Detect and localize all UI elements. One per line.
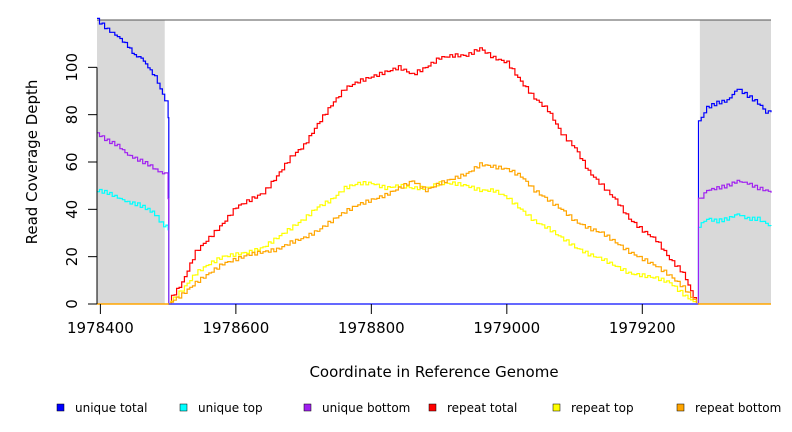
y-axis-label: Read Coverage Depth (23, 80, 41, 245)
series-line-repeat-bottom (168, 162, 698, 305)
x-tick-label: 1979000 (473, 319, 540, 337)
y-tick-label: 0 (63, 299, 81, 309)
legend-item-unique-top: unique top (179, 401, 263, 415)
shaded-region-1 (97, 20, 165, 304)
shaded-regions (97, 20, 771, 304)
legend-swatch (428, 403, 437, 412)
y-tick-label: 60 (63, 152, 81, 171)
legend-label: unique total (75, 401, 147, 415)
legend-label: repeat bottom (695, 401, 781, 415)
legend-item-unique-total: unique total (56, 401, 147, 415)
legend-label: repeat top (571, 401, 634, 415)
y-tick-label: 20 (63, 247, 81, 266)
x-tick-label: 1978600 (202, 319, 269, 337)
x-tick-label: 1978800 (338, 319, 405, 337)
legend-item-unique-bottom: unique bottom (303, 401, 410, 415)
legend-item-repeat-total: repeat total (428, 401, 517, 415)
shaded-region-2 (699, 20, 771, 304)
legend-swatch (179, 403, 188, 412)
legend-label: unique bottom (322, 401, 410, 415)
legend-item-repeat-top: repeat top (552, 401, 634, 415)
y-tick-label: 80 (63, 105, 81, 124)
legend-label: repeat total (447, 401, 517, 415)
x-tick-label: 1979200 (609, 319, 676, 337)
legend: unique total unique top unique bottom repea… (56, 401, 781, 415)
legend-swatch (303, 403, 312, 412)
legend-item-repeat-bottom: repeat bottom (676, 401, 781, 415)
y-tick-label: 100 (63, 53, 81, 82)
legend-swatch (552, 403, 561, 412)
legend-swatch (56, 403, 65, 412)
x-axis-label: Coordinate in Reference Genome (309, 363, 558, 381)
series-line-unique-bottom (97, 132, 772, 305)
y-axis: 0 20 40 60 80 100 (63, 53, 98, 309)
legend-swatch (676, 403, 685, 412)
series-lines (97, 17, 772, 305)
x-tick-label: 1978400 (67, 319, 134, 337)
legend-label: unique top (198, 401, 263, 415)
series-line-repeat-top (168, 181, 698, 305)
series-line-unique-total (97, 17, 772, 305)
x-axis: 1978400 1978600 1978800 1979000 1979200 (67, 304, 676, 337)
series-line-repeat-total (168, 47, 698, 305)
y-tick-label: 40 (63, 200, 81, 219)
series-line-unique-top (97, 188, 772, 305)
